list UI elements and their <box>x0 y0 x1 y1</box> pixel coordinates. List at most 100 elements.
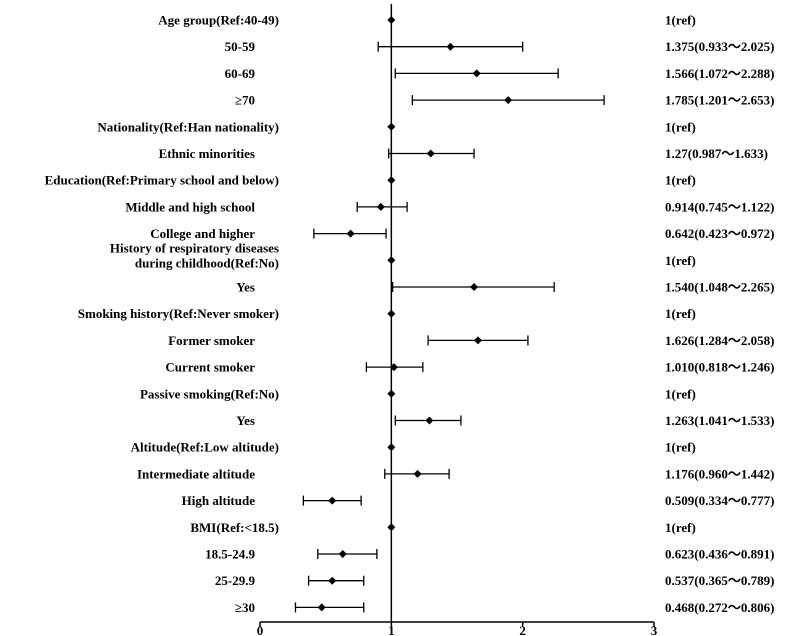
forest-row: Age group(Ref:40-49) 1(ref) <box>158 13 696 28</box>
x-axis: 0 1 2 3 <box>257 621 658 636</box>
row-label: Yes <box>236 413 255 428</box>
point-estimate <box>387 256 396 265</box>
row-label: History of respiratory diseases during ch… <box>110 240 279 270</box>
point-estimate <box>387 523 396 532</box>
row-label: Ethnic minorities <box>159 146 255 161</box>
row-label-line: History of respiratory diseases <box>110 240 279 255</box>
row-label: Smoking history(Ref:Never smoker) <box>78 306 279 321</box>
forest-row: Nationality(Ref:Han nationality) 1(ref) <box>97 119 695 134</box>
forest-row: Altitude(Ref:Low altitude) 1(ref) <box>131 440 696 455</box>
or-ci-text: 1.785(1.201～2.653) <box>665 93 774 108</box>
or-ci-text: 1(ref) <box>665 386 696 401</box>
row-label: Age group(Ref:40-49) <box>158 13 279 28</box>
point-estimate <box>504 96 513 105</box>
forest-row: 25-29.9 0.537(0.365～0.789) <box>215 573 775 588</box>
forest-row: History of respiratory diseases during ch… <box>110 240 696 270</box>
forest-row: BMI(Ref:<18.5) 1(ref) <box>190 520 695 535</box>
or-ci-text: 1.263(1.041～1.533) <box>665 413 774 428</box>
forest-row: 60-69 1.566(1.072～2.288) <box>225 66 775 81</box>
or-ci-text: 1.010(0.818～1.246) <box>665 360 774 375</box>
point-estimate <box>328 576 337 585</box>
row-label: Yes <box>236 280 255 295</box>
forest-row: Yes 1.263(1.041～1.533) <box>236 413 774 428</box>
forest-row: ≥70 1.785(1.201～2.653) <box>235 93 775 108</box>
or-ci-text: 1(ref) <box>665 253 696 268</box>
or-ci-text: 1(ref) <box>665 119 696 134</box>
point-estimate <box>446 42 455 51</box>
row-label: Altitude(Ref:Low altitude) <box>131 440 279 455</box>
x-tick-label: 2 <box>519 623 526 636</box>
or-ci-text: 1.176(0.960～1.442) <box>665 466 774 481</box>
point-estimate <box>413 469 422 478</box>
row-label: 50-59 <box>225 39 256 54</box>
x-tick-label: 0 <box>257 623 264 636</box>
row-label: High altitude <box>182 493 256 508</box>
row-label: Education(Ref:Primary school and below) <box>45 173 279 188</box>
forest-row: Ethnic minorities 1.27(0.987～1.633) <box>159 146 768 161</box>
forest-row: College and higher 0.642(0.423～0.972) <box>150 226 774 241</box>
row-label: Nationality(Ref:Han nationality) <box>97 119 279 134</box>
forest-row: High altitude 0.509(0.334～0.777) <box>182 493 775 508</box>
point-estimate <box>338 550 347 558</box>
or-ci-text: 1.375(0.933～2.025) <box>665 39 774 54</box>
forest-row: Former smoker 1.626(1.284～2.058) <box>168 333 774 348</box>
forest-row: Intermediate altitude 1.176(0.960～1.442) <box>137 466 774 481</box>
or-ci-text: 1(ref) <box>665 520 696 535</box>
or-ci-text: 1.27(0.987～1.633) <box>665 146 768 161</box>
row-label: Former smoker <box>168 333 255 348</box>
point-estimate <box>389 363 398 372</box>
row-label: College and higher <box>150 226 255 241</box>
point-estimate <box>387 389 396 398</box>
x-tick-label: 3 <box>651 623 658 636</box>
point-estimate <box>387 309 396 318</box>
or-ci-text: 1(ref) <box>665 13 696 28</box>
or-ci-text: 1.540(1.048～2.265) <box>665 280 774 295</box>
row-label: ≥70 <box>235 93 255 108</box>
point-estimate <box>387 443 396 452</box>
point-estimate <box>470 283 479 291</box>
or-ci-text: 0.642(0.423～0.972) <box>665 226 774 241</box>
or-ci-text: 0.623(0.436～0.891) <box>665 547 774 562</box>
row-label: 25-29.9 <box>215 573 256 588</box>
forest-row: Yes 1.540(1.048～2.265) <box>236 280 774 295</box>
or-ci-text: 0.468(0.272～0.806) <box>665 600 774 615</box>
point-estimate <box>474 336 483 345</box>
point-estimate <box>346 229 355 238</box>
forest-row: Current smoker 1.010(0.818～1.246) <box>165 360 774 375</box>
or-ci-text: 0.509(0.334～0.777) <box>665 493 774 508</box>
forest-row: Education(Ref:Primary school and below) 1… <box>45 173 696 188</box>
forest-row: 50-59 1.375(0.933～2.025) <box>225 39 775 54</box>
point-estimate <box>472 69 481 78</box>
point-estimate <box>387 16 396 24</box>
forest-row: Smoking history(Ref:Never smoker) 1(ref) <box>78 306 696 321</box>
forest-rows: Age group(Ref:40-49) 1(ref) 50-59 1.375(0.9… <box>45 13 775 615</box>
row-label: 60-69 <box>225 66 256 81</box>
row-label: BMI(Ref:<18.5) <box>190 520 279 535</box>
point-estimate <box>426 149 435 158</box>
point-estimate <box>376 202 385 211</box>
forest-row: ≥30 0.468(0.272～0.806) <box>235 600 775 615</box>
row-label: Intermediate altitude <box>137 466 255 481</box>
row-label: Current smoker <box>165 360 255 375</box>
point-estimate <box>387 122 396 131</box>
point-estimate <box>425 416 434 425</box>
or-ci-text: 1(ref) <box>665 306 696 321</box>
row-label: ≥30 <box>235 600 255 615</box>
row-label: Middle and high school <box>125 199 255 214</box>
row-label: Passive smoking(Ref:No) <box>140 386 279 401</box>
forest-row: 18.5-24.9 0.623(0.436～0.891) <box>205 547 774 562</box>
or-ci-text: 0.914(0.745～1.122) <box>665 199 774 214</box>
forest-row: Middle and high school 0.914(0.745～1.122) <box>125 199 774 214</box>
x-tick-label: 1 <box>388 623 395 636</box>
or-ci-text: 1(ref) <box>665 440 696 455</box>
or-ci-text: 0.537(0.365～0.789) <box>665 573 774 588</box>
forest-row: Passive smoking(Ref:No) 1(ref) <box>140 386 696 401</box>
point-estimate <box>317 603 326 612</box>
or-ci-text: 1(ref) <box>665 173 696 188</box>
point-estimate <box>387 176 396 185</box>
or-ci-text: 1.566(1.072～2.288) <box>665 66 774 81</box>
or-ci-text: 1.626(1.284～2.058) <box>665 333 774 348</box>
row-label-line: during childhood(Ref:No) <box>135 255 279 270</box>
point-estimate <box>328 496 337 505</box>
